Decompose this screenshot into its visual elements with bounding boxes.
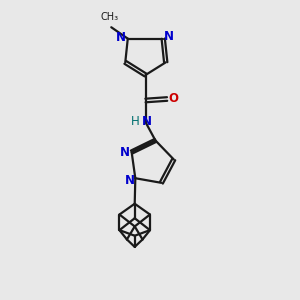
- Text: N: N: [116, 31, 126, 44]
- Text: N: N: [142, 115, 152, 128]
- Text: H: H: [131, 115, 140, 128]
- Text: O: O: [168, 92, 178, 105]
- Text: N: N: [120, 146, 130, 158]
- Text: N: N: [125, 174, 135, 187]
- Text: CH₃: CH₃: [101, 12, 119, 22]
- Text: N: N: [164, 30, 174, 43]
